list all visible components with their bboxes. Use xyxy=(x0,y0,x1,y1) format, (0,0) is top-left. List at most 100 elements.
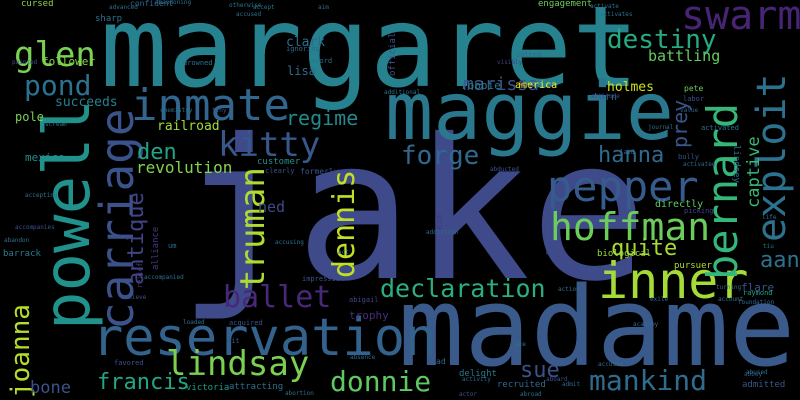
word-accuses: accuses xyxy=(598,361,624,368)
word-mankind: mankind xyxy=(589,364,708,397)
word-accepting: accepting xyxy=(25,192,58,199)
word-delight: delight xyxy=(459,369,497,379)
word-directly: directly xyxy=(655,199,704,210)
word-inmate: inmate xyxy=(131,80,290,131)
word-ignoring: ignoring xyxy=(286,45,320,53)
word-abused: abused xyxy=(746,369,768,376)
word-additional: additional xyxy=(384,89,421,96)
word-achieve: achieve xyxy=(121,294,147,301)
word-lisa: lisa xyxy=(287,64,316,78)
word-declaration: declaration xyxy=(380,274,546,303)
word-aim: aim xyxy=(318,4,329,11)
word-activated-2: activated xyxy=(683,161,716,168)
word-ballet: ballet xyxy=(223,280,332,315)
word-advanced: advanced xyxy=(109,4,138,11)
word-robbie: robbie xyxy=(461,79,501,92)
word-act: act xyxy=(338,249,349,256)
word-ad: ad xyxy=(436,357,446,366)
word-pepper: pepper xyxy=(547,162,699,211)
word-admitted: admitted xyxy=(742,380,786,390)
word-donnie: donnie xyxy=(330,365,432,398)
word-abbey: abbey xyxy=(744,371,763,378)
word-ned: ned xyxy=(258,198,286,216)
word-tiu: tiu xyxy=(763,243,774,250)
word-relief: relief xyxy=(136,262,144,288)
word-suited: suited xyxy=(516,51,542,59)
word-official: official xyxy=(388,32,398,76)
word-admit: admit xyxy=(562,381,581,388)
word-absence: absence xyxy=(350,354,376,361)
word-foundation: foundation xyxy=(738,299,775,306)
word-accusing: accusing xyxy=(275,239,304,246)
word-bully: bully xyxy=(678,153,700,161)
word-kitty: kitty xyxy=(218,125,321,165)
word-captive: captive xyxy=(744,136,764,208)
word-addiction: addiction xyxy=(426,229,459,236)
word-painted: painted xyxy=(12,59,38,66)
word-bone: bone xyxy=(30,378,71,398)
word-cursed: cursed xyxy=(21,0,54,9)
word-reservation: reservation xyxy=(92,308,437,368)
word-visibly: visibly xyxy=(497,59,523,66)
word-favored: favored xyxy=(114,359,144,367)
word-flare: flare xyxy=(741,281,775,294)
word-francis: francis xyxy=(97,370,190,395)
word-railroad: railroad xyxy=(157,119,220,134)
word-truman: truman xyxy=(233,167,273,290)
word-ace: ace xyxy=(515,341,526,348)
word-engagement: engagement xyxy=(538,0,593,9)
word-kim: kim xyxy=(435,213,445,230)
word-mexico: mexico xyxy=(25,151,65,164)
word-scream: scream xyxy=(45,121,67,128)
word-activated: activated xyxy=(701,124,739,132)
word-journal: journal xyxy=(648,124,674,131)
word-torn: torn xyxy=(593,92,618,103)
word-attitude: attitude xyxy=(591,93,620,100)
word-activates: activates xyxy=(600,11,633,18)
word-clark: clark xyxy=(286,35,326,50)
word-attracting: attracting xyxy=(229,382,284,392)
word-accompanied: accompanied xyxy=(144,274,184,281)
word-madame: madame xyxy=(398,263,796,391)
word-swarm: swarm xyxy=(681,0,800,39)
word-confident: confident xyxy=(130,0,174,8)
word-clearly: clearly xyxy=(265,167,295,175)
word-customer: customer xyxy=(257,157,301,167)
word-turning: turning xyxy=(716,284,742,291)
word-glen: glen xyxy=(14,35,96,75)
word-pursuer: pursuer xyxy=(674,261,712,271)
word-sit: sit xyxy=(227,337,240,345)
word-forge: forge xyxy=(401,141,480,171)
word-pete: pete xyxy=(684,84,704,93)
word-labor: labor xyxy=(683,95,705,103)
word-otherwise: otherwise xyxy=(229,2,262,9)
word-formerly: formerly xyxy=(300,167,339,176)
word-lindsey: lindsey xyxy=(731,145,741,183)
word-tiny: tiny xyxy=(212,107,227,114)
word-abandon: abandon xyxy=(4,237,30,244)
word-um: um xyxy=(168,242,177,250)
word-sword: sword xyxy=(311,57,333,65)
word-picking: picking xyxy=(684,207,714,215)
word-drowned: drowned xyxy=(183,59,213,67)
word-abortion: abortion xyxy=(285,390,314,397)
word-acquired: acquired xyxy=(229,319,263,327)
word-abigail: abigail xyxy=(349,296,379,304)
word-succeeds: succeeds xyxy=(55,95,118,110)
word-aboard: aboard xyxy=(546,376,568,383)
word-victoria: victoria xyxy=(186,383,230,393)
word-sue: sue xyxy=(520,358,560,383)
word-pond: pond xyxy=(24,69,92,102)
word-impression: impression xyxy=(302,275,345,283)
word-den: den xyxy=(137,140,177,165)
word-activity: activity xyxy=(462,376,491,383)
word-marissa: marissa xyxy=(463,74,539,95)
word-alliance: alliance xyxy=(151,226,161,270)
word-academy: academy xyxy=(633,321,659,328)
word-actor: actor xyxy=(459,391,478,398)
word-hanna: hanna xyxy=(598,143,665,168)
word-sharp: sharp xyxy=(95,14,123,24)
word-abandoning: abandoning xyxy=(155,0,192,6)
word-activate: activate xyxy=(590,3,619,10)
word-exile: exile xyxy=(650,296,669,303)
